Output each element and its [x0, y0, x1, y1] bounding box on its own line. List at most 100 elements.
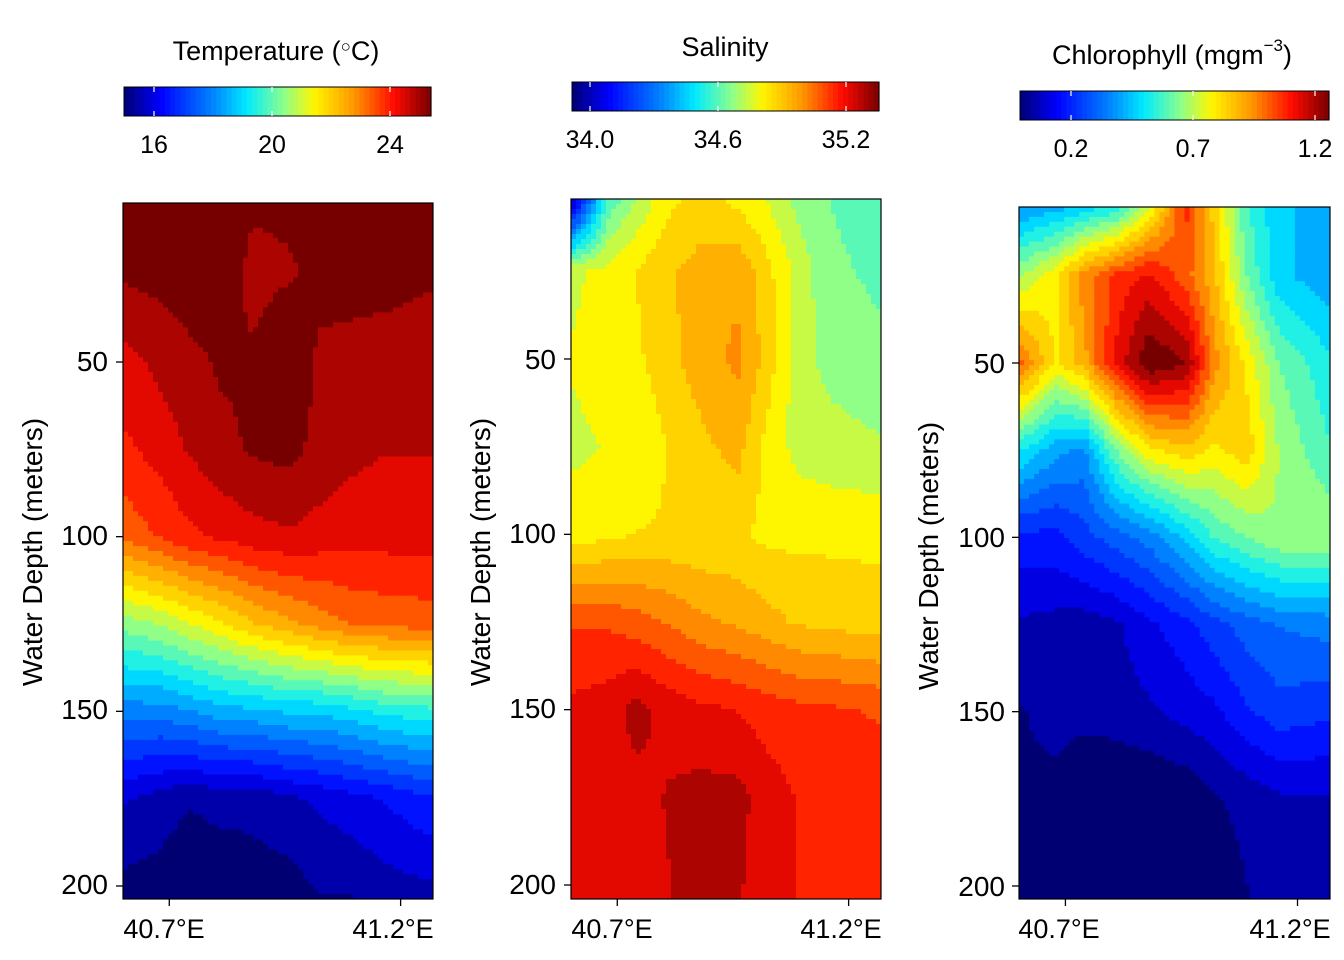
- heatmap-cell: [323, 501, 329, 507]
- heatmap-cell: [128, 456, 134, 463]
- heatmap-cell: [428, 217, 433, 224]
- heatmap-cell: [268, 481, 274, 487]
- heatmap-cell: [128, 362, 134, 368]
- heatmap-cell: [273, 526, 279, 532]
- heatmap-cell: [428, 377, 433, 383]
- heatmap-cell: [208, 292, 214, 299]
- heatmap-cell: [158, 461, 164, 468]
- heatmap-cell: [373, 337, 379, 343]
- heatmap-cell: [213, 471, 219, 478]
- heatmap-cell: [128, 476, 134, 482]
- heatmap-cell: [263, 292, 269, 299]
- heatmap-cell: [383, 302, 389, 308]
- heatmap-cell: [273, 496, 279, 502]
- heatmap-cell: [223, 446, 229, 453]
- heatmap-cell: [398, 337, 404, 343]
- heatmap-cell: [353, 441, 359, 448]
- heatmap-cell: [388, 546, 394, 552]
- heatmap-cell: [238, 411, 244, 418]
- heatmap-cell: [248, 531, 254, 537]
- heatmap-cell: [133, 207, 139, 214]
- heatmap-cell: [378, 302, 384, 308]
- heatmap-cell: [153, 585, 159, 592]
- heatmap-cell: [333, 496, 339, 502]
- heatmap-cell: [253, 575, 259, 582]
- heatmap-cell: [188, 377, 194, 383]
- heatmap-cell: [378, 287, 384, 294]
- heatmap-cell: [228, 471, 234, 478]
- heatmap-cell: [133, 506, 139, 512]
- heatmap-cell: [133, 297, 139, 304]
- heatmap-cell: [183, 252, 189, 259]
- heatmap-cell: [228, 272, 234, 279]
- heatmap-cell: [388, 536, 394, 542]
- heatmap-cell: [413, 416, 419, 423]
- heatmap-cell: [143, 486, 149, 492]
- heatmap-cell: [353, 362, 359, 368]
- heatmap-cell: [173, 531, 179, 537]
- heatmap-cell: [338, 506, 344, 512]
- heatmap-cell: [123, 506, 129, 512]
- heatmap-cell: [313, 511, 319, 517]
- heatmap-cell: [363, 570, 369, 577]
- heatmap-cell: [268, 232, 274, 239]
- heatmap-cell: [333, 401, 339, 408]
- heatmap-cell: [298, 481, 304, 487]
- heatmap-cell: [338, 322, 344, 328]
- heatmap-cell: [373, 426, 379, 433]
- heatmap-cell: [228, 302, 234, 308]
- heatmap-cell: [183, 466, 189, 473]
- heatmap-cell: [198, 282, 204, 289]
- heatmap-cell: [203, 312, 209, 318]
- heatmap-cell: [198, 426, 204, 433]
- heatmap-cell: [368, 357, 374, 363]
- heatmap-cell: [128, 357, 134, 363]
- heatmap-cell: [293, 272, 299, 279]
- heatmap-cell: [223, 237, 229, 244]
- heatmap-cell: [258, 252, 264, 259]
- heatmap-cell: [283, 546, 289, 552]
- heatmap-cell: [368, 546, 374, 552]
- heatmap-cell: [138, 381, 144, 388]
- heatmap-cell: [218, 362, 224, 368]
- heatmap-cell: [298, 277, 304, 284]
- heatmap-cell: [373, 565, 379, 572]
- heatmap-cell: [163, 486, 169, 492]
- heatmap-cell: [183, 491, 189, 497]
- heatmap-cell: [128, 292, 134, 299]
- heatmap-cell: [193, 222, 199, 229]
- heatmap-cell: [123, 282, 129, 289]
- heatmap-cell: [293, 411, 299, 418]
- heatmap-cell: [228, 327, 234, 333]
- heatmap-cell: [218, 292, 224, 299]
- heatmap-cell: [388, 257, 394, 264]
- heatmap-cell: [303, 555, 309, 562]
- temperature-title: Temperature (○C): [173, 36, 380, 66]
- heatmap-cell: [163, 282, 169, 289]
- heatmap-cell: [368, 317, 374, 323]
- heatmap-cell: [218, 541, 224, 547]
- heatmap-cell: [388, 441, 394, 448]
- heatmap-cell: [193, 227, 199, 234]
- heatmap-cell: [263, 342, 269, 348]
- heatmap-cell: [223, 580, 229, 587]
- heatmap-cell: [303, 421, 309, 428]
- heatmap-cell: [123, 570, 129, 577]
- heatmap-cell: [208, 337, 214, 343]
- heatmap-cell: [193, 590, 199, 597]
- heatmap-cell: [428, 551, 433, 557]
- heatmap-cell: [388, 302, 394, 308]
- heatmap-cell: [163, 451, 169, 458]
- heatmap-cell: [263, 536, 269, 542]
- heatmap-cell: [148, 446, 154, 453]
- heatmap-cell: [138, 431, 144, 438]
- heatmap-cell: [323, 476, 329, 482]
- heatmap-cell: [228, 531, 234, 537]
- heatmap-cell: [293, 570, 299, 577]
- heatmap-cell: [278, 337, 284, 343]
- heatmap-cell: [188, 227, 194, 234]
- heatmap-cell: [133, 277, 139, 284]
- heatmap-cell: [353, 431, 359, 438]
- heatmap-cell: [408, 242, 414, 249]
- heatmap-cell: [398, 411, 404, 418]
